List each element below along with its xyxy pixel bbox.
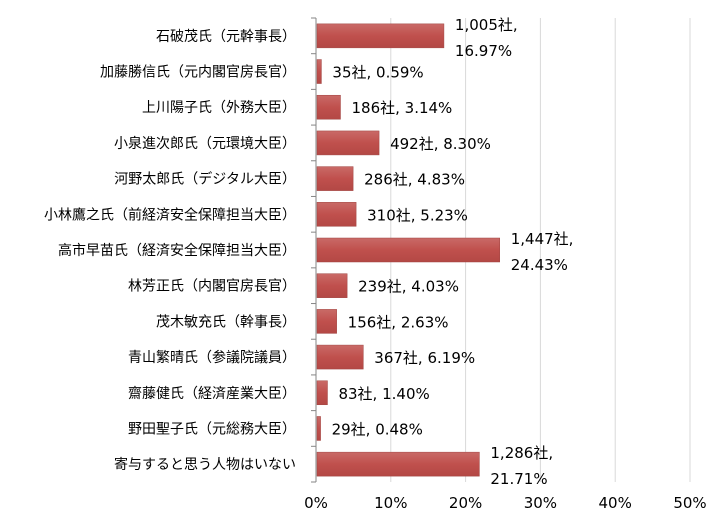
bar <box>316 166 354 191</box>
data-label: 367社, 6.19% <box>374 349 475 367</box>
bar <box>316 451 480 477</box>
bar <box>316 237 500 263</box>
category-label: 高市早苗氏（経済安全保障担当大臣） <box>58 242 296 259</box>
category-label: 寄与すると思う人物はいない <box>114 456 296 473</box>
category-label: 齋藤健氏（経済産業大臣） <box>128 385 296 402</box>
x-tick-label: 10% <box>374 494 407 512</box>
x-tick-label: 50% <box>673 494 706 512</box>
data-label: 16.97% <box>455 42 512 60</box>
data-label: 1,286社, <box>490 444 553 462</box>
data-label: 286社, 4.83% <box>364 171 465 189</box>
bar <box>316 130 380 156</box>
x-tick-label: 20% <box>449 494 482 512</box>
bar <box>316 202 357 227</box>
data-label: 239社, 4.03% <box>358 278 459 296</box>
bar <box>316 273 348 298</box>
data-label: 21.71% <box>490 470 547 488</box>
data-label: 156社, 2.63% <box>348 313 449 331</box>
data-label: 1,447社, <box>511 230 574 248</box>
bar <box>316 94 341 120</box>
data-label: 186社, 3.14% <box>351 99 452 117</box>
category-label: 野田聖子氏（元総務大臣） <box>128 421 296 437</box>
category-label: 林芳正氏（内閣官房長官） <box>128 278 296 295</box>
x-tick-label: 0% <box>304 494 328 512</box>
category-label: 小泉進次郎氏（元環境大臣） <box>114 135 296 152</box>
category-label: 加藤勝信氏（元内閣官房長官） <box>100 65 296 81</box>
bar <box>316 416 321 441</box>
data-label: 83社, 1.40% <box>338 385 429 403</box>
category-label: 上川陽子氏（外務大臣） <box>142 100 296 116</box>
bar <box>316 380 328 406</box>
data-label: 1,005社, <box>455 16 518 34</box>
bar <box>316 309 337 334</box>
data-label: 35社, 0.59% <box>332 64 423 82</box>
category-label: 石破茂氏（元幹事長） <box>156 28 296 45</box>
data-label: 24.43% <box>511 256 568 274</box>
category-label: 河野太郎氏（デジタル大臣） <box>114 171 296 188</box>
bar <box>316 59 322 84</box>
category-label: 小林鷹之氏（前経済安全保障担当大臣） <box>44 206 296 223</box>
data-label: 492社, 8.30% <box>390 135 491 153</box>
data-label: 29社, 0.48% <box>332 420 423 438</box>
category-label: 青山繁晴氏（参議院議員） <box>128 349 296 366</box>
x-tick-label: 40% <box>599 494 632 512</box>
category-label: 茂木敏充氏（幹事長） <box>156 313 296 330</box>
x-tick-label: 30% <box>524 494 557 512</box>
data-label: 310社, 5.23% <box>367 206 468 224</box>
bar <box>316 344 364 370</box>
bar <box>316 23 445 49</box>
